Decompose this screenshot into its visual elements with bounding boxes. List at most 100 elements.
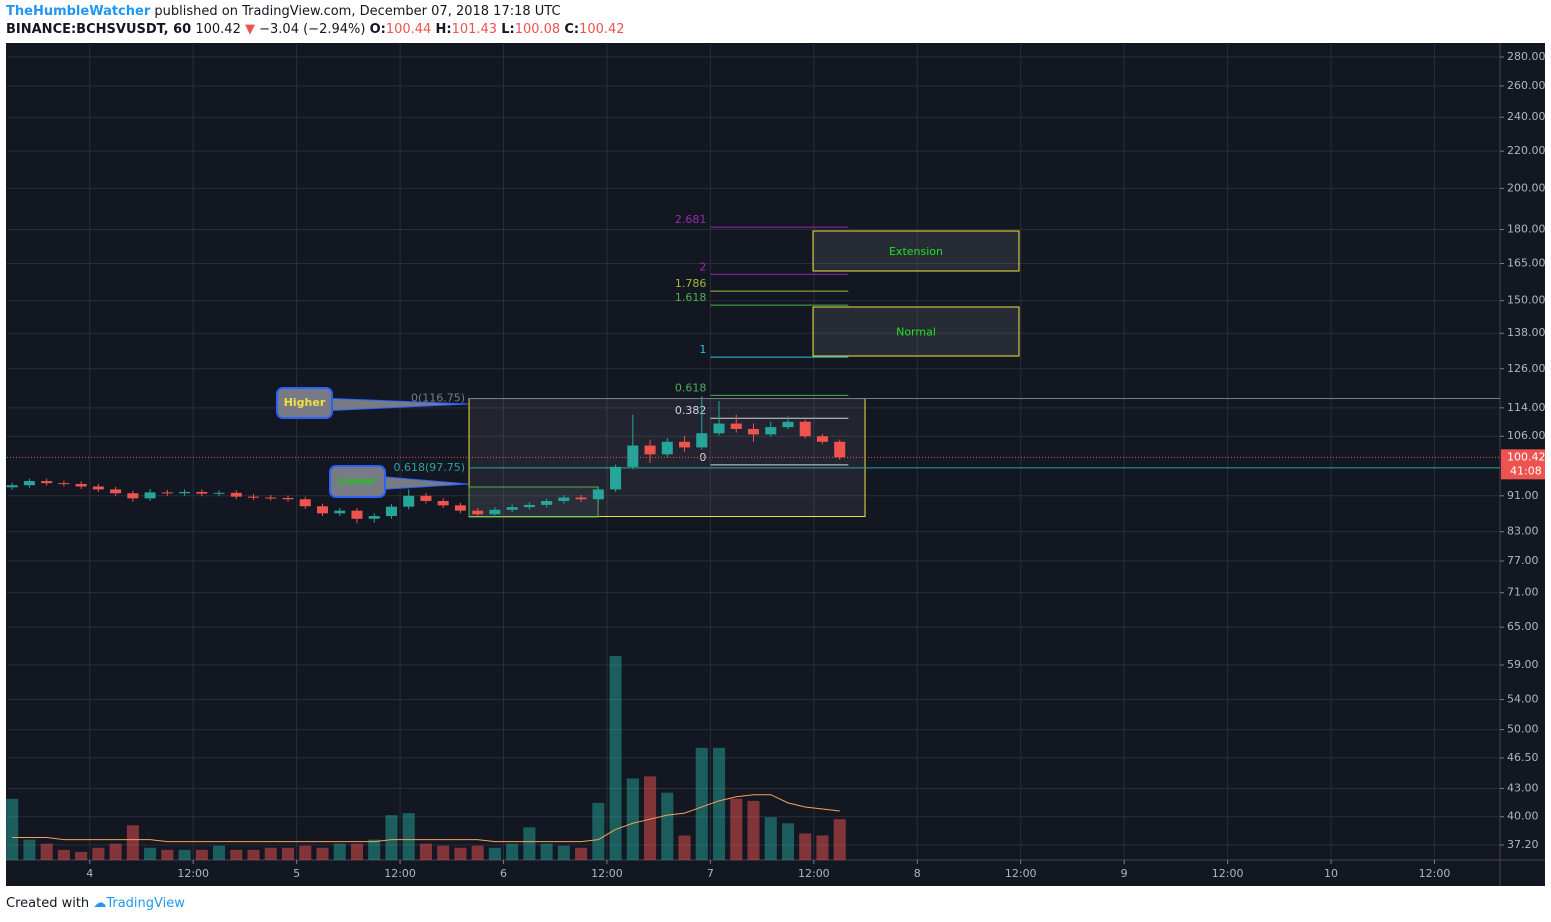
created: Created with <box>6 896 90 911</box>
volume-bar <box>419 843 432 860</box>
countdown-label: 41:08 <box>1510 464 1542 477</box>
candle-body <box>196 491 208 494</box>
volume-bar <box>161 849 174 860</box>
volume-bar <box>281 847 295 860</box>
volume-bar <box>730 798 743 860</box>
author[interactable]: TheHumbleWatcher <box>6 4 151 19</box>
y-tick-label: 46.50 <box>1507 751 1539 764</box>
candle-body <box>58 483 70 485</box>
y-tick-label: 91.00 <box>1507 489 1539 502</box>
header-line: BINANCE:BCHSVUSDT, 60 100.42 ▼ −3.04 (−2… <box>6 21 625 39</box>
fib-label: 1 <box>699 343 706 356</box>
candle-body <box>110 489 122 494</box>
candle-body <box>454 505 466 511</box>
volume-bar <box>402 813 415 860</box>
header-line: TheHumbleWatcher published on TradingVie… <box>6 3 625 21</box>
level-label: 0(116.75) <box>411 392 465 405</box>
volume-bar <box>454 847 467 860</box>
y-tick-label: 165.00 <box>1507 256 1546 269</box>
volume-bar <box>316 847 329 860</box>
annotation-box <box>812 230 1020 272</box>
candle-body <box>506 507 518 510</box>
candle-body <box>385 506 397 517</box>
volume-bar <box>540 843 553 860</box>
y-tick-label: 59.00 <box>1507 658 1539 671</box>
x-tick-label: 12:00 <box>1419 867 1451 880</box>
volume-bar <box>592 802 605 860</box>
change: −3.04 (−2.94%) <box>259 22 366 37</box>
ohlc-value: 100.44 <box>385 22 432 37</box>
volume-bar <box>333 843 346 860</box>
candle-body <box>558 497 570 501</box>
brand[interactable]: TradingView <box>106 896 185 911</box>
ohlc-value: 101.43 <box>451 22 498 37</box>
logo: ☁ <box>93 896 107 911</box>
callout-box <box>276 387 333 419</box>
candle-body <box>316 506 329 514</box>
y-tick-label: 280.00 <box>1507 50 1546 63</box>
symbol: BINANCE:BCHSVUSDT, 60 <box>6 22 192 37</box>
candle-body <box>610 466 622 490</box>
last: 100.42 <box>195 22 241 37</box>
volume-bar <box>678 835 691 860</box>
volume-bar <box>764 817 777 860</box>
ohlc-value: 100.42 <box>579 22 625 37</box>
candle-body <box>523 504 535 508</box>
volume-bar <box>695 747 708 860</box>
candle-body <box>351 510 363 519</box>
volume-bar <box>781 823 795 860</box>
ohlc-key: O: <box>369 22 386 37</box>
candle-body <box>144 492 156 499</box>
x-tick-label: 12:00 <box>591 867 623 880</box>
volume-bar <box>350 843 364 860</box>
candle-body <box>799 421 811 437</box>
volume-bar <box>661 792 674 860</box>
x-tick-label: 12:00 <box>177 867 209 880</box>
candle-body <box>334 510 346 514</box>
candle-body <box>575 497 587 500</box>
volume-bar <box>92 847 105 860</box>
candle-body <box>472 510 484 515</box>
candle-body <box>420 495 432 501</box>
callout-box <box>329 465 386 498</box>
level-label: 0.618(97.75) <box>393 461 465 474</box>
x-tick-label: 12:00 <box>798 867 830 880</box>
volume-bar <box>557 845 570 860</box>
volume-bar <box>126 825 139 860</box>
candle-body <box>248 496 260 498</box>
fib-label: 0.618 <box>675 381 707 394</box>
fib-label: 0.382 <box>675 404 707 417</box>
candle-body <box>592 489 604 500</box>
y-tick-label: 260.00 <box>1507 79 1546 92</box>
last-price-box <box>1501 449 1545 480</box>
annotation-text: Extension <box>889 245 943 258</box>
candle-body <box>299 499 311 507</box>
fib-label: 0 <box>699 451 706 464</box>
volume-bar <box>109 843 122 860</box>
candle-body <box>368 516 380 519</box>
candle-body <box>713 423 725 434</box>
volume-bar <box>816 835 829 860</box>
y-tick-label: 83.00 <box>1507 525 1539 538</box>
candle-body <box>265 497 277 499</box>
candle-body <box>437 500 449 506</box>
volume-bar <box>471 845 484 860</box>
y-tick-label: 150.00 <box>1507 294 1546 307</box>
candle-body <box>6 485 18 488</box>
last-price-label: 100.42 <box>1507 450 1546 463</box>
x-tick-label: 5 <box>293 867 300 880</box>
y-tick-label: 37.20 <box>1507 838 1539 851</box>
volume-ma <box>12 794 840 843</box>
volume-bar <box>488 847 501 860</box>
volume-bar <box>264 847 277 860</box>
candle-body <box>282 497 294 500</box>
y-tick-label: 106.00 <box>1507 429 1546 442</box>
published: published on TradingView.com, December 0… <box>154 4 561 19</box>
candle-body <box>92 486 104 490</box>
x-tick-label: 6 <box>500 867 507 880</box>
volume-bar <box>609 656 622 860</box>
ohlc-key: L: <box>501 22 515 37</box>
y-tick-label: 220.00 <box>1507 144 1546 157</box>
